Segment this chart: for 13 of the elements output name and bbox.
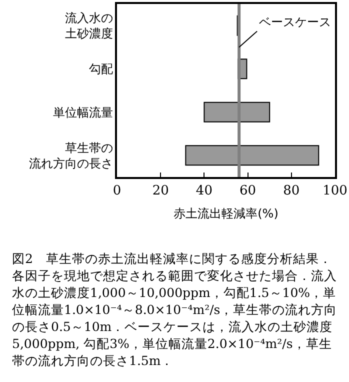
ref-line-label: ベースケース: [259, 15, 331, 29]
x-tick-label: 20: [152, 183, 169, 198]
x-tick-label: 60: [240, 183, 256, 198]
caption: 図2 草生帯の赤土流出軽減率に関する感度分析結果．各因子を現地で想定される範囲で変化させた場合．流入水の土砂濃度1,000～10,000ppm，勾配1.5～10%，単位幅流量1.0×10⁻⁴～8.0×10⁻⁴m²/s，草生帯の流れ方向の長さ0.5～10m．ベースケースは，流入水の土砂濃度5,000ppm, 勾配3%，単位幅流量2.0×10⁻⁴m²/s，草生帯の流れ方向の長さ1.5m．: [12, 250, 338, 369]
x-tick-label: 80: [283, 183, 300, 198]
y-tick-label: 単位幅流量: [52, 105, 113, 120]
x-tick-label: 40: [196, 183, 212, 198]
y-tick-label: 勾配: [88, 62, 113, 76]
x-tick-label: 0: [112, 183, 122, 198]
x-axis-title: 赤土流出軽減率(%): [174, 206, 278, 221]
y-tick-label: 流入水の土砂濃度: [64, 11, 113, 41]
y-tick-label: 草生帯の流れ方向の長さ: [28, 140, 113, 170]
x-tick-label: 100: [322, 183, 348, 198]
